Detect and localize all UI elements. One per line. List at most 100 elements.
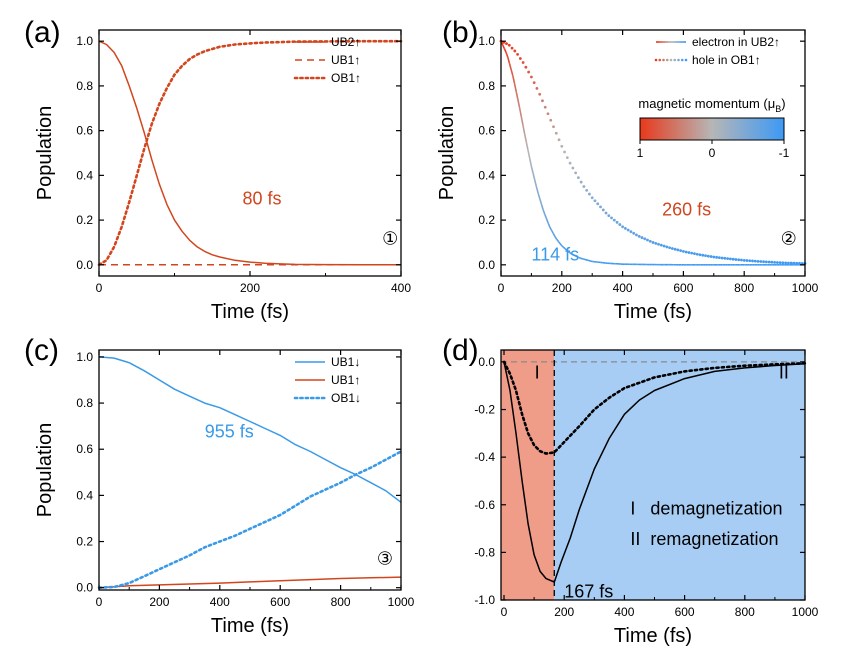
y-tick-label: 0.6 <box>478 124 495 138</box>
annotation: ③ <box>377 549 393 569</box>
series-ob1 <box>97 39 403 267</box>
axes-frame <box>500 349 806 601</box>
legend-label: hole in OB1↑ <box>692 53 761 67</box>
y-tick-label: 1.0 <box>478 34 495 48</box>
legend: UB2↑ UB1↑ OB1↑ <box>293 35 361 85</box>
x-tick-label: 400 <box>614 605 634 619</box>
series-electron-in-ub2 <box>500 40 805 266</box>
annotation: I demagnetization <box>630 498 782 518</box>
panel-c: (c) 0 200 400 600 800 1000 0.0 0.2 0.4 0.6 0.8 1.0 Ti… <box>24 334 415 637</box>
x-tick-label: 400 <box>613 281 633 295</box>
annotation: ② <box>781 229 797 249</box>
series-ub1 <box>98 576 402 589</box>
annotation: II remagnetization <box>630 529 778 549</box>
x-tick-label: 0 <box>498 281 505 295</box>
legend-label: electron in UB2↑ <box>692 35 780 49</box>
region-ii <box>554 350 805 600</box>
y-tick-label: 0.2 <box>76 535 93 549</box>
y-tick-label: 0.8 <box>76 79 93 93</box>
annotation: 80 fs <box>242 188 281 208</box>
y-tick-label: 0.0 <box>76 258 93 272</box>
x-tick-label: 0 <box>96 281 103 295</box>
x-tick-label: 800 <box>734 281 754 295</box>
series-ub2 <box>98 40 401 266</box>
annotation: 114 fs <box>531 244 579 264</box>
series-ob1 <box>97 450 403 590</box>
legend-label: OB1↑ <box>331 71 361 85</box>
legend-label: UB1↑ <box>331 53 360 67</box>
x-tick-label: 800 <box>735 605 755 619</box>
x-axis-label: Time (fs) <box>211 615 289 637</box>
legend-label: UB1↑ <box>331 373 360 387</box>
y-tick-label: -0.2 <box>474 403 495 417</box>
y-tick-label: 0.4 <box>76 168 93 182</box>
series-dotted <box>502 360 807 455</box>
panel-label: (b) <box>442 16 479 49</box>
y-tick-label: -0.8 <box>474 545 495 559</box>
legend-label: UB2↑ <box>331 35 360 49</box>
x-tick-label: 600 <box>270 595 290 609</box>
x-tick-label: 200 <box>552 281 572 295</box>
y-tick-label: 0.8 <box>76 396 93 410</box>
legend: UB1↓ UB1↑ OB1↓ <box>293 355 361 405</box>
x-axis-label: Time (fs) <box>614 301 692 323</box>
legend-label: OB1↓ <box>331 391 361 405</box>
y-tick-label: -0.4 <box>474 450 495 464</box>
x-tick-label: 600 <box>675 605 695 619</box>
y-tick-label: 0.2 <box>76 213 93 227</box>
colorbar: magnetic momentum (μB) 1 0 -1 <box>637 96 790 160</box>
x-axis-label: Time (fs) <box>211 301 289 323</box>
x-tick-label: 600 <box>673 281 693 295</box>
x-tick-label: 1000 <box>792 281 819 295</box>
panel-a: (a) 0 200 400 0.0 0.2 0.4 0.6 0.8 1.0 Time (fs) Pop… <box>24 16 411 323</box>
colorbar-title: magnetic momentum (μB) <box>638 96 785 114</box>
x-tick-label: 0 <box>501 605 508 619</box>
colorbar-tick-label: -1 <box>779 146 790 160</box>
annotation: I <box>535 363 540 383</box>
panel-d: (d) 0 200 400 600 800 1000 0.0 -0.2 -0.4 -0.6 -0.8 -… <box>442 334 819 647</box>
y-tick-label: 0.6 <box>76 442 93 456</box>
x-tick-label: 1000 <box>792 605 819 619</box>
panel-label: (a) <box>24 16 61 49</box>
y-axis-label: Population <box>34 423 56 518</box>
y-tick-label: 0.0 <box>478 258 495 272</box>
panel-label: (c) <box>24 334 59 367</box>
y-axis-label: Population <box>436 106 458 201</box>
series-ub1 <box>98 356 402 503</box>
y-tick-label: 0.0 <box>76 581 93 595</box>
annotation: 167 fs <box>564 582 613 602</box>
x-tick-label: 200 <box>240 281 260 295</box>
annotation: II <box>779 363 789 383</box>
y-axis-label: Population <box>34 106 56 201</box>
annotation: 955 fs <box>205 422 254 442</box>
x-tick-label: 0 <box>96 595 103 609</box>
series-hole-in-ob1 <box>499 39 807 265</box>
annotation: ① <box>382 229 398 249</box>
x-tick-label: 400 <box>391 281 411 295</box>
x-tick-label: 200 <box>149 595 169 609</box>
x-tick-label: 400 <box>210 595 230 609</box>
y-tick-label: 1.0 <box>76 350 93 364</box>
y-tick-label: 0.2 <box>478 213 495 227</box>
y-tick-label: 1.0 <box>76 34 93 48</box>
panel-b: (b) 0 200 400 600 800 1000 0.0 0.2 0.4 0.6 0.8 1.0 Ti… <box>436 16 819 323</box>
panel-label: (d) <box>442 334 479 367</box>
legend-label: UB1↓ <box>331 355 360 369</box>
x-tick-label: 800 <box>331 595 351 609</box>
y-tick-label: 0.0 <box>478 355 495 369</box>
colorbar-bar <box>639 117 785 141</box>
y-tick-label: 0.4 <box>76 488 93 502</box>
colorbar-tick-label: 1 <box>637 146 644 160</box>
y-tick-label: -1.0 <box>474 593 495 607</box>
x-tick-label: 1000 <box>388 595 415 609</box>
colorbar-tick-label: 0 <box>709 146 716 160</box>
y-tick-label: 0.6 <box>76 124 93 138</box>
annotation: 260 fs <box>662 200 711 220</box>
legend: electron in UB2↑ hole in OB1↑ <box>654 35 780 67</box>
y-tick-label: 0.4 <box>478 168 495 182</box>
x-tick-label: 200 <box>554 605 574 619</box>
series-solid <box>503 361 806 583</box>
y-tick-label: 0.8 <box>478 79 495 93</box>
y-tick-label: -0.6 <box>474 498 495 512</box>
